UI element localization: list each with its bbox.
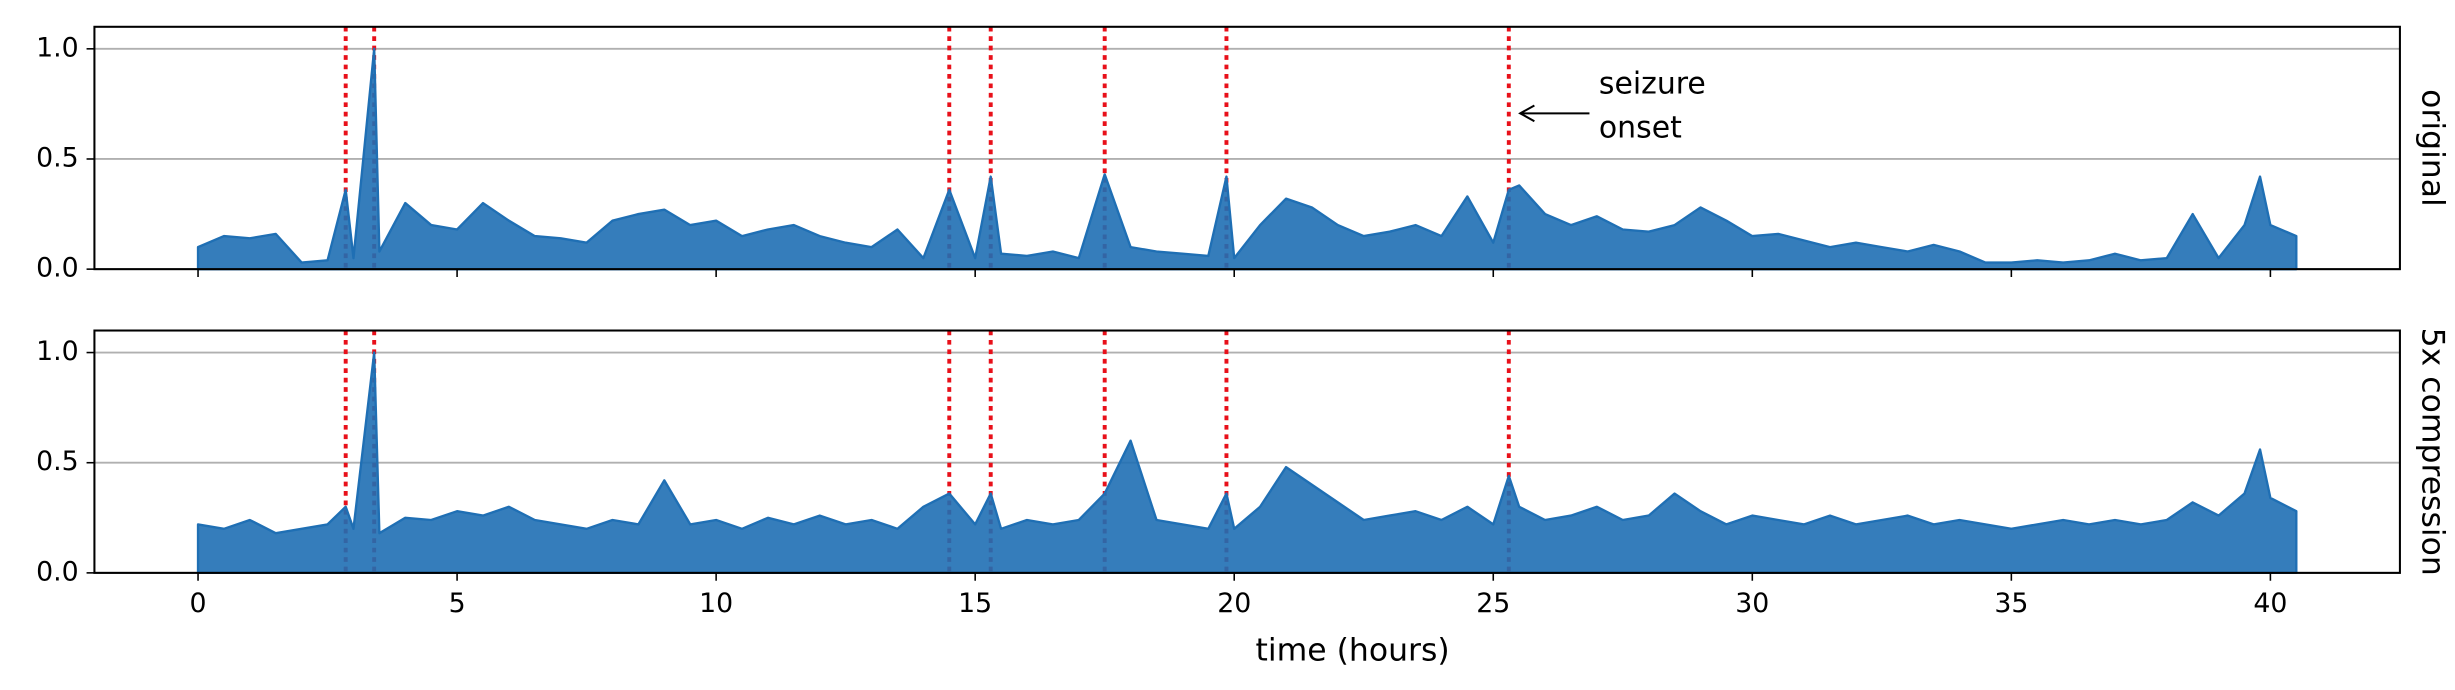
annotation: seizure [1599, 67, 1706, 102]
panel-label: original [2414, 89, 2450, 207]
arrow-head [1518, 104, 1535, 123]
x-tick-label: 40 [2253, 588, 2287, 619]
x-tick-label: 0 [190, 588, 207, 619]
y-tick-label: 1.0 [36, 336, 79, 367]
y-tick-label: 0.0 [36, 556, 79, 587]
x-tick-label: 15 [958, 588, 992, 619]
x-axis-label: time (hours) [1256, 633, 1450, 669]
x-tick-label: 30 [1735, 588, 1769, 619]
signal [196, 351, 2298, 575]
x-tick-label: 10 [699, 588, 733, 619]
annotation: onset [1599, 111, 1682, 146]
y-tick-label: 0.5 [36, 446, 79, 477]
y-tick-label: 0.0 [36, 253, 79, 284]
panel-label: 5x compression [2414, 328, 2450, 576]
y-tick-label: 0.5 [36, 142, 79, 173]
axes-frame [93, 329, 2401, 574]
x-tick-label: 35 [1994, 588, 2028, 619]
signal [196, 47, 2298, 271]
y-tick-label: 1.0 [36, 32, 79, 63]
x-tick-label: 20 [1217, 588, 1251, 619]
x-tick-label: 25 [1476, 588, 1510, 619]
axes-frame [93, 25, 2401, 271]
x-tick-label: 5 [449, 588, 466, 619]
